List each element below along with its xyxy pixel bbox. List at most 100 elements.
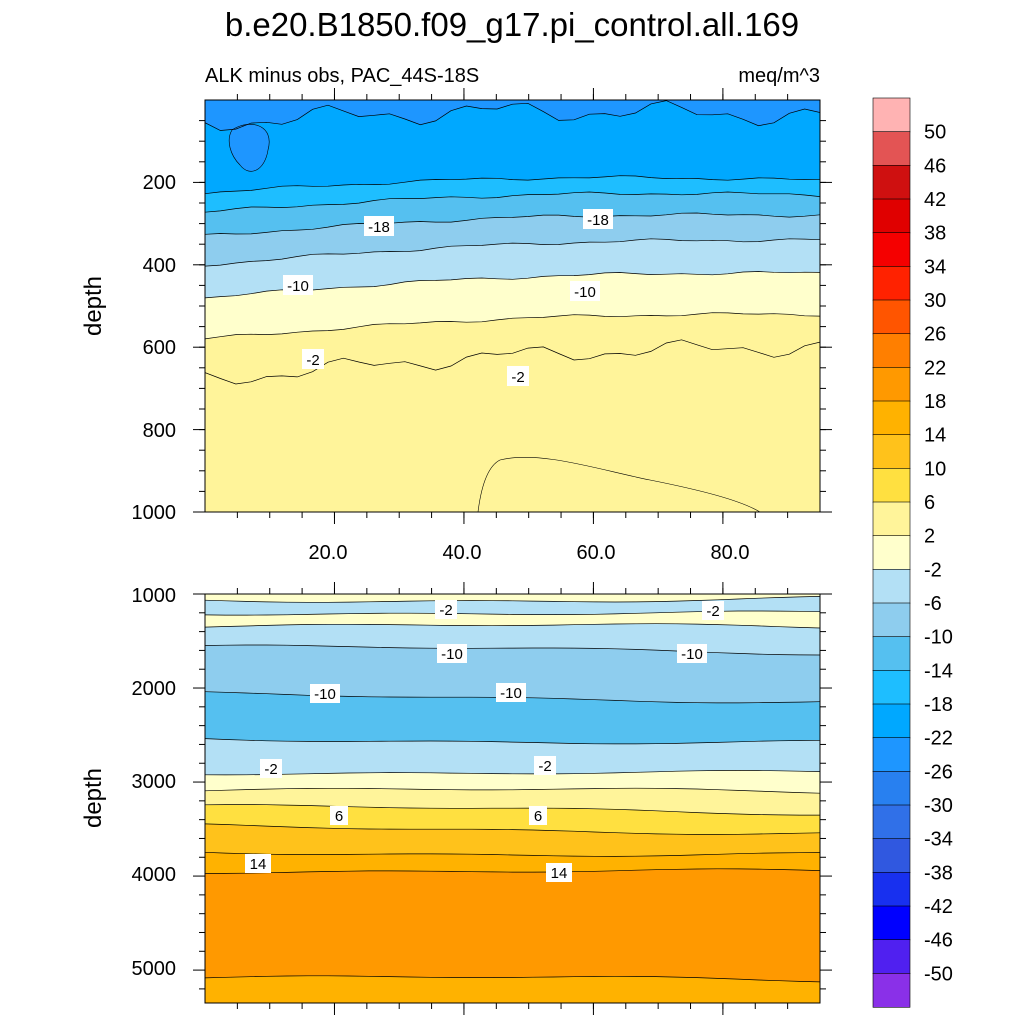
bottom-contour-14: [205, 868, 820, 874]
colorbar-label: -10: [924, 627, 953, 649]
top-contour-label-3: -10: [283, 275, 313, 295]
bottom-contour-label-9: 6: [330, 806, 348, 825]
svg-text:-10: -10: [574, 284, 596, 301]
svg-text:-18: -18: [587, 212, 609, 229]
colorbar-box: [872, 804, 911, 840]
colorbar-box: [872, 670, 911, 705]
colorbar-label: 46: [924, 155, 946, 177]
colorbar-label: 22: [924, 357, 946, 379]
colorbar-box: [872, 872, 911, 907]
svg-text:6: 6: [534, 808, 542, 825]
top-band--22: [205, 100, 820, 194]
colorbar-label: 26: [924, 324, 946, 346]
bottom-contour-label-5: -10: [310, 684, 340, 703]
bottom-band-0: [205, 594, 820, 603]
colorbar-box: [872, 131, 911, 166]
top-axis-ticks: [193, 88, 832, 524]
colorbar-box: [872, 266, 911, 301]
top-contour--2: [205, 312, 820, 340]
top-band-core: [228, 123, 270, 172]
svg-text:-2: -2: [439, 602, 452, 619]
top-band-tongue: [477, 457, 761, 512]
colorbar-box: [872, 905, 911, 941]
bottom-contour--10: [205, 644, 820, 656]
colorbar-label: 50: [924, 122, 946, 144]
svg-text:-10: -10: [681, 646, 703, 663]
colorbar-label: -34: [924, 829, 953, 851]
colorbar-box: [872, 771, 911, 806]
top-contour--22: [205, 175, 820, 195]
top-contour-2: [205, 339, 820, 385]
colorbar-boxes: [872, 97, 911, 1008]
xtick-80: 80.0: [711, 542, 750, 564]
colorbar-box: [872, 973, 911, 1008]
top-contour-label-5: -2: [302, 349, 324, 369]
colorbar: 50 46 42 38 34 30 26 22 18 14 10 6 2 -2 -6 -10 -14 -18 -22…: [872, 97, 953, 1008]
top-contour-label-6: -2: [507, 366, 529, 386]
svg-text:-10: -10: [441, 646, 463, 663]
colorbar-label: -42: [924, 896, 953, 918]
bottom-contour--6: [205, 623, 820, 629]
xtick-40: 40.0: [443, 542, 482, 564]
colorbar-box: [872, 636, 911, 671]
colorbar-box: [872, 434, 911, 469]
bottom-contour-label-10: 6: [529, 806, 547, 825]
colorbar-label: -26: [924, 761, 953, 783]
bottom-contour-2: [205, 804, 820, 816]
colorbar-label: 42: [924, 189, 946, 211]
top-contour--14: [205, 212, 820, 235]
colorbar-box: [872, 198, 911, 234]
top-contour--26: [205, 100, 820, 131]
colorbar-label: -6: [924, 593, 942, 615]
colorbar-label: 34: [924, 256, 946, 278]
svg-text:14: 14: [551, 865, 568, 882]
bottom-contour-label-2: -2: [702, 601, 724, 620]
colorbar-box: [872, 501, 911, 537]
colorbar-label: -2: [924, 559, 942, 581]
colorbar-box: [872, 165, 911, 200]
top-band--26: [205, 100, 820, 131]
bottom-axis-ticks: [193, 582, 832, 1015]
chart-title: b.e20.B1850.f09_g17.pi_control.all.169: [225, 6, 799, 43]
colorbar-label: 6: [924, 492, 935, 514]
bottom-contour--2: [205, 787, 820, 794]
svg-text:-2: -2: [264, 761, 277, 778]
colorbar-box: [872, 97, 911, 133]
xtick-20: 20.0: [309, 542, 348, 564]
colorbar-box: [872, 703, 911, 739]
top-ytick-600: 600: [143, 337, 176, 359]
svg-text:-10: -10: [287, 278, 309, 295]
colorbar-label: -46: [924, 930, 953, 952]
bottom-contour-label-8: -2: [534, 756, 556, 775]
chart-subtitle: ALK minus obs, PAC_44S-18S: [205, 65, 479, 87]
colorbar-box: [872, 939, 911, 974]
colorbar-box: [872, 468, 911, 503]
bottom-ytick-2000: 2000: [132, 678, 177, 700]
top-ytick-1000: 1000: [132, 502, 177, 524]
bottom-ytick-5000: 5000: [132, 958, 177, 980]
colorbar-box: [872, 737, 911, 772]
bottom-contour--10: [205, 738, 820, 745]
bottom-contour-label-4: -10: [677, 644, 707, 663]
bottom-contour-label-1: -2: [435, 600, 457, 619]
colorbar-label: -18: [924, 694, 953, 716]
bottom-contour-fill: [205, 594, 820, 1003]
top-contour--10: [205, 238, 820, 267]
top-contour--18: [205, 191, 820, 213]
bottom-ytick-4000: 4000: [132, 864, 177, 886]
colorbar-label: 14: [924, 425, 946, 447]
colorbar-box: [872, 535, 911, 570]
colorbar-label: 30: [924, 290, 946, 312]
bottom-contour-label-6: -10: [496, 683, 526, 702]
svg-text:-2: -2: [538, 758, 551, 775]
bottom-contour-18: [205, 975, 820, 983]
colorbar-box: [872, 400, 911, 436]
bottom-ytick-3000: 3000: [132, 771, 177, 793]
bottom-contour-lines: [205, 596, 820, 983]
top-contour-fill: [205, 100, 820, 512]
bottom-ylabel: depth: [80, 768, 107, 828]
bottom-ytick-1000: 1000: [132, 585, 177, 607]
bottom-contour-6: [205, 823, 820, 835]
bottom-contour-label-3: -10: [437, 644, 467, 663]
